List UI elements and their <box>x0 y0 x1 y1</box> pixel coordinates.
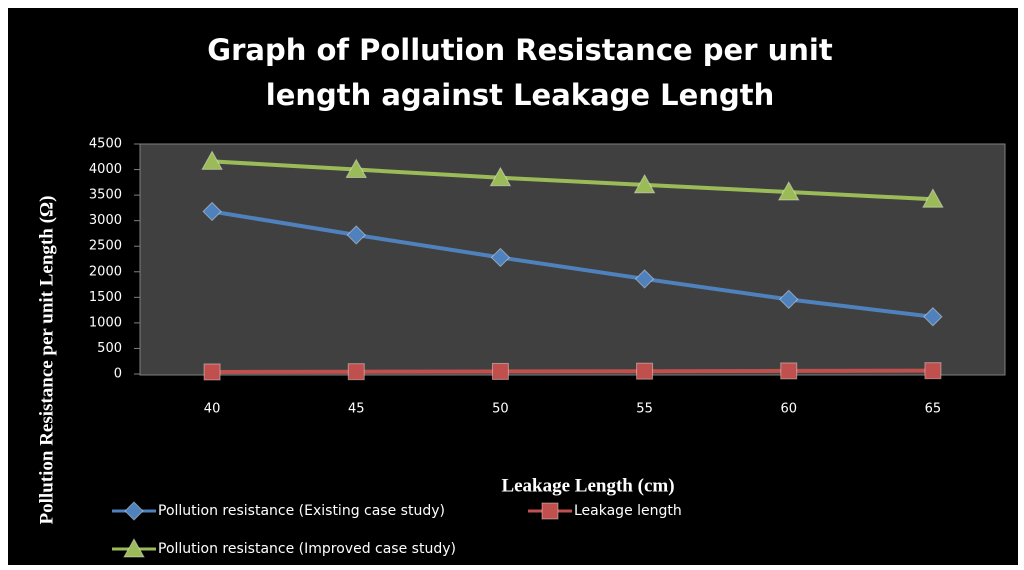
data-point <box>923 307 943 327</box>
data-point <box>490 247 511 268</box>
data-point <box>201 150 223 170</box>
data-point <box>489 166 512 187</box>
x-axis-label: Leakage Length (cm) <box>501 475 674 496</box>
y-tick-label: 500 <box>97 341 122 356</box>
y-tick-label: 3000 <box>89 213 122 228</box>
data-point <box>491 362 509 380</box>
legend-swatch-marker <box>541 502 559 520</box>
chart-title: Graph of Pollution Resistance per unit l… <box>207 33 833 112</box>
data-point <box>202 201 222 222</box>
data-point <box>636 362 654 380</box>
legend-swatch-marker <box>123 537 145 558</box>
y-tick-label: 2000 <box>89 264 122 279</box>
y-tick-label: 0 <box>114 367 122 382</box>
y-axis-label: Pollution Resistance per unit Length (Ω) <box>36 196 57 525</box>
data-point <box>924 362 942 380</box>
x-tick-label: 45 <box>348 402 365 417</box>
data-point <box>345 158 368 179</box>
series-line <box>211 159 934 202</box>
legend-label: Leakage length <box>574 503 682 519</box>
y-tick-label: 4000 <box>89 162 122 177</box>
data-point <box>633 173 656 194</box>
x-tick-label: 65 <box>925 402 942 417</box>
data-point <box>203 363 221 381</box>
series-line <box>212 368 933 374</box>
x-tick-label: 40 <box>204 402 221 417</box>
data-point <box>346 225 366 245</box>
y-tick-label: 1500 <box>89 290 122 305</box>
data-point <box>780 362 798 380</box>
data-point <box>634 269 655 289</box>
y-tick-label: 1000 <box>89 315 122 330</box>
legend-label: Pollution resistance (Improved case stud… <box>158 541 456 557</box>
y-tick-label: 4500 <box>89 137 122 152</box>
x-tick-label: 55 <box>636 402 653 417</box>
y-tick-label: 2500 <box>89 239 122 254</box>
data-point <box>922 188 944 208</box>
data-point <box>777 181 800 201</box>
legend-swatch-marker <box>124 501 144 521</box>
data-point <box>779 289 799 310</box>
data-point <box>347 363 365 381</box>
x-tick-label: 60 <box>780 402 797 417</box>
y-tick-label: 3500 <box>89 188 122 203</box>
plot-area <box>139 143 1006 376</box>
legend-label: Pollution resistance (Existing case stud… <box>158 503 445 519</box>
x-tick-label: 50 <box>492 402 509 417</box>
series-line <box>211 209 934 319</box>
